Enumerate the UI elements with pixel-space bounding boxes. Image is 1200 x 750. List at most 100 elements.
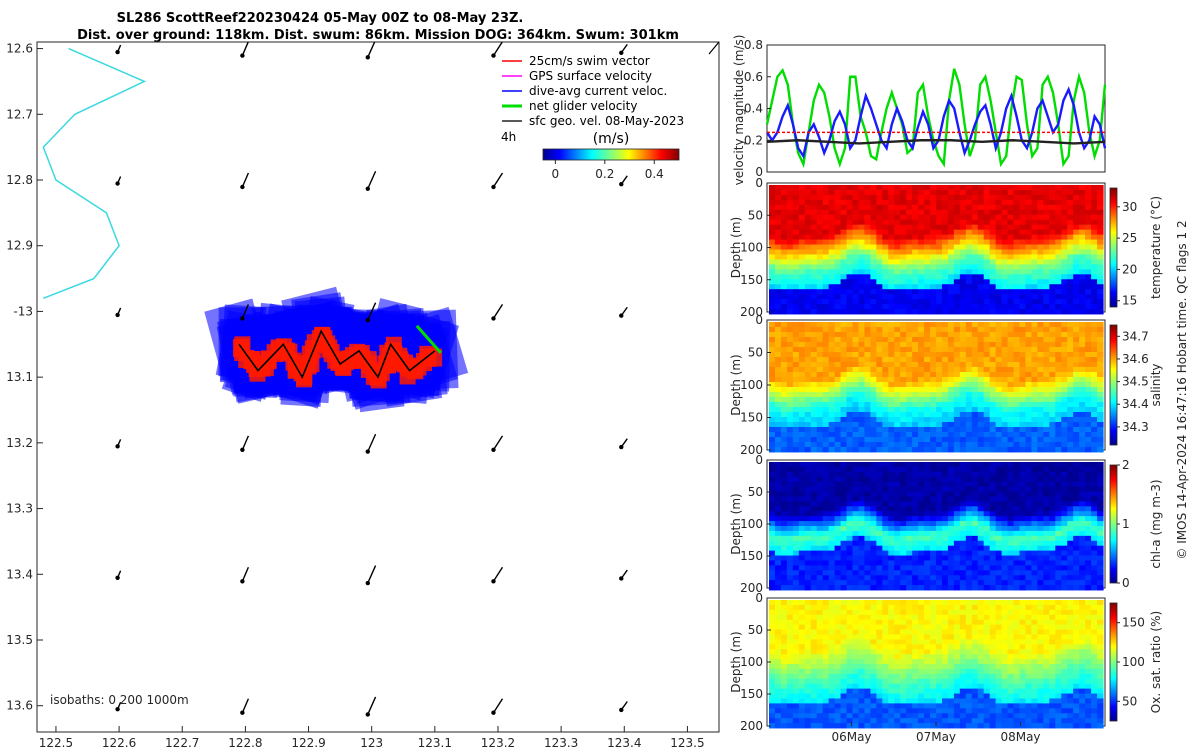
profile-cell [816, 259, 824, 265]
profile-cell [959, 462, 967, 468]
profile-cell [941, 229, 949, 236]
profile-cell [1019, 327, 1027, 333]
profile-cell [888, 481, 895, 488]
profile-cell [798, 476, 806, 483]
profile-cell [810, 372, 818, 378]
profile-cell [953, 357, 961, 363]
profile-cell [1079, 560, 1086, 566]
profile-cell [804, 289, 812, 295]
profile-cell [959, 372, 967, 378]
profile-cell [900, 471, 907, 478]
profile-cell [876, 466, 883, 473]
profile-cell [828, 337, 836, 343]
profile-cell [1025, 377, 1033, 383]
profile-cell [780, 357, 788, 363]
profile-cell [870, 249, 877, 255]
profile-cell [1055, 269, 1062, 275]
profile-cell [792, 673, 800, 680]
profile-cell [1073, 299, 1080, 305]
profile-cell [1055, 511, 1062, 517]
profile-cell [864, 550, 871, 556]
profile-cell [834, 244, 842, 250]
profile-cell [1073, 570, 1080, 576]
profile-cell [977, 427, 985, 433]
profile-cell [888, 362, 895, 368]
profile-cell [774, 264, 782, 270]
profile-cell [780, 342, 788, 348]
profile-cell [804, 604, 812, 611]
profile-cell [1013, 476, 1021, 483]
profile-cell [965, 189, 973, 196]
profile-cell [1013, 471, 1021, 478]
profile-cell [834, 199, 842, 206]
profile-cell [947, 204, 955, 211]
profile-cell [1097, 214, 1104, 221]
profile-cell [769, 575, 776, 581]
profile-cell [846, 486, 854, 492]
profile-cell [936, 427, 943, 433]
profile-cell [798, 654, 806, 660]
profile-cell [965, 304, 973, 310]
profile-cell [1043, 491, 1050, 497]
profile-cell [947, 442, 955, 448]
profile-cell [1007, 357, 1015, 363]
profile-cell [995, 284, 1003, 290]
profile-cell [1067, 447, 1074, 453]
profile-cell [1055, 264, 1062, 270]
profile-cell [780, 417, 788, 423]
profile-cell [1019, 530, 1027, 537]
profile-cell [1013, 491, 1021, 497]
profile-cell [1067, 382, 1074, 388]
profile-cell [1031, 274, 1038, 280]
profile-cell [1061, 422, 1068, 428]
profile-cell [1055, 372, 1062, 378]
profile-cell [780, 447, 788, 453]
profile-cell [840, 476, 848, 483]
profile-cell [882, 332, 889, 338]
profile-cell [786, 244, 794, 250]
profile-cell [834, 535, 842, 542]
profile-cell [995, 462, 1003, 468]
profile-cell [965, 496, 973, 502]
profile-cell [1067, 259, 1074, 265]
profile-cell [1013, 199, 1021, 206]
profile-cell [1007, 259, 1015, 265]
profile-cell [953, 516, 961, 522]
profile-cell [786, 279, 794, 285]
profile-cell [900, 575, 907, 581]
profile-cell [864, 229, 871, 236]
profile-cell [953, 327, 961, 333]
profile-cell [888, 545, 895, 552]
profile-cell [858, 397, 866, 403]
profile-cell [894, 382, 901, 388]
profile-cell [953, 521, 961, 527]
profile-cell [810, 649, 818, 655]
profile-cell [1025, 570, 1033, 576]
profile-cell [870, 259, 877, 265]
profile-cell [810, 570, 818, 576]
geo-velocity-arrowhead [240, 447, 245, 453]
profile-cell [953, 214, 961, 221]
profile-cell [816, 476, 824, 483]
profile-cell [989, 412, 997, 418]
profile-cell [1091, 289, 1098, 295]
profile-cell [1007, 189, 1015, 196]
profile-cell [1007, 550, 1015, 556]
profile-colorbar [1109, 324, 1118, 446]
profile-cell [804, 683, 812, 690]
profile-cell [971, 437, 979, 443]
profile-cell [888, 462, 895, 468]
profile-cell [912, 234, 919, 241]
profile-cell [906, 530, 913, 537]
profile-cell [1037, 392, 1044, 398]
profile-cell [965, 204, 973, 211]
profile-cell [1097, 332, 1104, 338]
profile-cell [971, 294, 979, 300]
profile-cell [792, 427, 800, 433]
profile-cell [774, 545, 782, 552]
profile-cell [918, 432, 925, 438]
profile-cell [1043, 476, 1050, 483]
profile-cell [864, 274, 871, 280]
profile-cell [947, 367, 955, 373]
profile-cell [1037, 299, 1044, 305]
